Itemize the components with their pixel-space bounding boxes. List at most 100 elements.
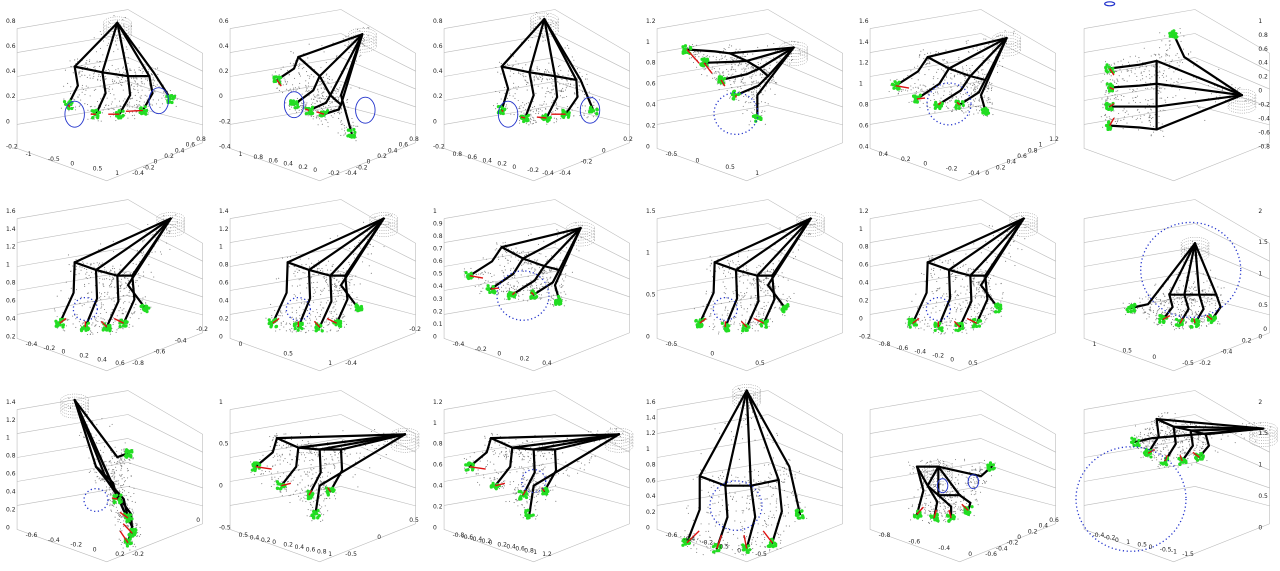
tick-y: 1 <box>6 262 10 269</box>
mesh-dot <box>981 80 983 82</box>
mesh-dot <box>750 67 752 69</box>
mesh-dot <box>1128 75 1130 77</box>
mesh-dot <box>546 87 548 89</box>
mesh-dot <box>97 75 99 77</box>
mesh-dot <box>733 81 735 83</box>
contact-dot <box>688 45 693 50</box>
mesh-dot <box>766 45 769 47</box>
object-circles <box>497 96 600 128</box>
mesh-dot <box>1162 135 1164 137</box>
contact-dot <box>705 60 709 64</box>
mesh-dot <box>103 278 105 280</box>
mesh-dot <box>99 79 102 81</box>
mesh-dot <box>911 100 913 103</box>
mesh-dot <box>1174 95 1177 97</box>
mesh-dot <box>545 78 548 80</box>
mesh-dot <box>518 120 520 122</box>
mesh-dot <box>295 295 297 297</box>
mesh-dot <box>282 92 284 94</box>
mesh-dot <box>78 71 80 73</box>
mesh-dot <box>137 105 139 107</box>
mesh-dot <box>93 267 95 269</box>
mesh-dot <box>351 279 353 281</box>
contact-dot <box>486 284 490 288</box>
mesh-dot <box>323 51 325 53</box>
mesh-dot <box>520 274 522 276</box>
mesh-dot <box>578 250 580 252</box>
mesh-dot <box>798 49 800 51</box>
mesh-dot <box>754 109 756 111</box>
mesh-dot <box>1177 57 1180 59</box>
mesh-dot <box>923 91 925 93</box>
mesh-dot <box>553 93 555 95</box>
mesh-dot <box>997 65 999 67</box>
mesh-dot <box>976 86 978 88</box>
mesh-dot <box>314 103 316 105</box>
mesh-dot <box>143 275 145 277</box>
mesh-dot <box>477 273 479 276</box>
mesh-dot <box>1154 114 1156 116</box>
mesh-dot <box>545 261 547 263</box>
mesh-dot <box>118 280 120 283</box>
mesh-dot <box>116 329 118 331</box>
mesh-dot <box>734 80 736 82</box>
mesh-dot <box>712 66 714 68</box>
mesh-dot <box>313 76 315 78</box>
mesh-dot <box>918 72 921 74</box>
mesh-dot <box>539 298 541 300</box>
mesh-dot <box>538 75 540 77</box>
mesh-dot <box>1136 88 1138 90</box>
mesh-dot <box>351 301 353 304</box>
mesh-dot <box>176 98 178 100</box>
mesh-dot <box>477 278 479 280</box>
gridline <box>17 223 129 244</box>
mesh-dot <box>974 87 976 89</box>
mesh-dot <box>138 273 140 275</box>
mesh-dot <box>517 86 519 88</box>
mesh-dot <box>1163 35 1165 37</box>
tick-y: 0.8 <box>1258 32 1268 39</box>
tick-z: 0.2 <box>378 153 388 160</box>
mesh-dot <box>551 304 553 306</box>
mesh-dot <box>974 85 976 87</box>
mesh-dot <box>98 60 100 63</box>
mesh-dot <box>93 76 95 78</box>
mesh-dot <box>935 91 937 93</box>
mesh-dot <box>293 87 295 89</box>
mesh-dot <box>372 246 375 248</box>
mesh-dot <box>693 308 695 310</box>
mesh-dot <box>1145 76 1147 78</box>
bone-metacarpal <box>758 46 795 70</box>
mesh-dot <box>744 69 746 71</box>
mesh-dot <box>347 106 349 108</box>
mesh-dot <box>938 51 940 54</box>
mesh-dot <box>596 111 598 113</box>
mesh-dot <box>98 292 101 294</box>
mesh-dot <box>541 75 543 77</box>
mesh-dot <box>547 282 549 284</box>
mesh-dot <box>342 314 344 316</box>
tick-z: 0.6 <box>399 142 409 149</box>
mesh-dot <box>956 109 958 111</box>
mesh-dot <box>522 74 524 76</box>
mesh-dot <box>305 320 307 322</box>
contact-dot <box>79 328 84 332</box>
mesh-dot <box>1106 73 1108 75</box>
contact-dot <box>500 106 504 110</box>
mesh-dot <box>107 42 109 44</box>
mesh-dot <box>519 107 521 109</box>
mesh-dot <box>538 69 540 71</box>
bone-palm <box>500 65 578 82</box>
contact-dot <box>1106 107 1110 112</box>
mesh-dot <box>730 57 732 59</box>
mesh-dot <box>1144 81 1146 83</box>
mesh-dot <box>918 87 920 89</box>
mesh-dot <box>296 312 298 314</box>
mesh-dot <box>292 64 295 66</box>
mesh-dot <box>96 262 98 264</box>
mesh-dot <box>339 288 341 290</box>
mesh-dot <box>754 68 756 70</box>
mesh-dot <box>527 268 530 270</box>
mesh-dot <box>328 324 330 326</box>
mesh-dot <box>116 105 118 107</box>
